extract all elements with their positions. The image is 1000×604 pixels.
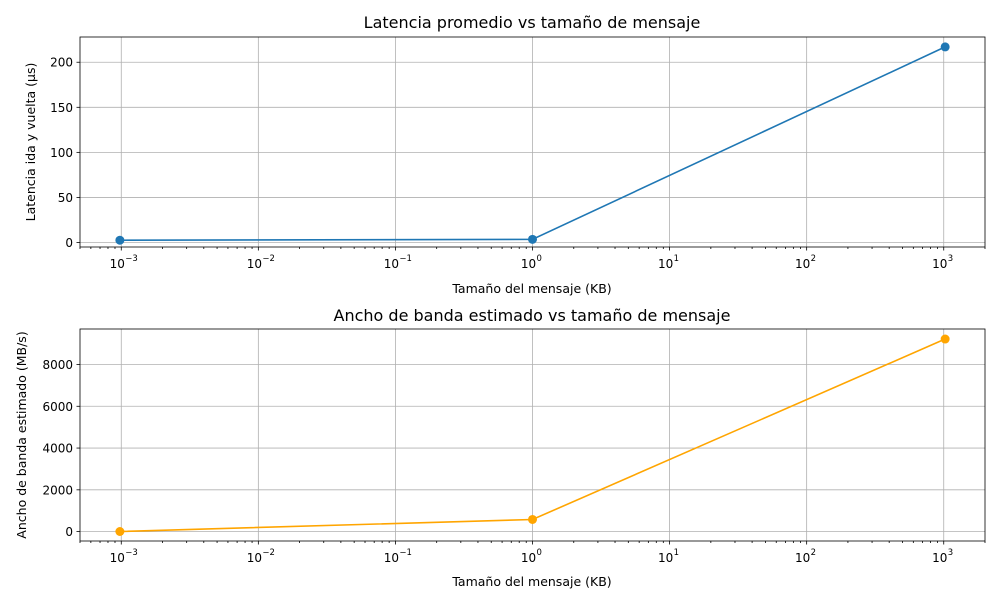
x-tick-exponent: −1 xyxy=(399,254,412,264)
x-tick-label: 10 xyxy=(384,551,399,565)
x-tick-exponent: 2 xyxy=(811,548,816,558)
y-axis-label: Latencia ida y vuelta (µs) xyxy=(23,63,38,222)
axes-frame xyxy=(79,36,986,248)
x-tick-label: 10 xyxy=(658,257,673,271)
x-tick-label: 10 xyxy=(110,551,125,565)
y-tick-label: 4000 xyxy=(42,442,73,456)
x-tick-label: 10 xyxy=(932,551,947,565)
x-axis-label: Tamaño del mensaje (KB) xyxy=(451,574,611,589)
latency-chart: Latencia promedio vs tamaño de mensaje T… xyxy=(23,13,986,296)
x-tick-label: 10 xyxy=(795,551,810,565)
x-tick-exponent: 2 xyxy=(811,254,816,264)
y-tick-label: 6000 xyxy=(42,400,73,414)
chart-title: Latencia promedio vs tamaño de mensaje xyxy=(364,13,701,32)
x-tick-label: 10 xyxy=(521,257,536,271)
x-axis-label: Tamaño del mensaje (KB) xyxy=(451,281,611,296)
y-tick-label: 200 xyxy=(50,56,73,70)
y-tick-label: 0 xyxy=(65,525,73,539)
chart-title: Ancho de banda estimado vs tamaño de men… xyxy=(334,306,731,325)
data-point xyxy=(528,514,537,524)
x-tick-exponent: 0 xyxy=(537,548,542,558)
y-tick-label: 50 xyxy=(58,191,73,205)
x-tick-exponent: −3 xyxy=(125,548,138,558)
x-tick-label: 10 xyxy=(658,551,673,565)
y-tick-label: 8000 xyxy=(42,358,73,372)
x-tick-label: 10 xyxy=(110,257,125,271)
x-tick-exponent: −2 xyxy=(262,254,275,264)
x-tick-exponent: −3 xyxy=(125,254,138,264)
x-tick-exponent: −2 xyxy=(262,548,275,558)
y-tick-label: 0 xyxy=(65,236,73,250)
x-tick-label: 10 xyxy=(521,551,536,565)
y-axis-label: Ancho de banda estimado (MB/s) xyxy=(14,331,29,538)
data-point xyxy=(528,234,537,244)
bandwidth-chart: Ancho de banda estimado vs tamaño de men… xyxy=(14,306,986,589)
plot-area: 10 −3 10 −2 10 −1 10 0 10 1 10 2 10 30200040006000800… xyxy=(42,328,986,565)
x-tick-label: 10 xyxy=(384,257,399,271)
y-tick-label: 150 xyxy=(50,101,73,115)
y-tick-label: 2000 xyxy=(42,483,73,497)
x-tick-exponent: 3 xyxy=(948,254,953,264)
data-point xyxy=(115,526,125,536)
x-tick-exponent: 1 xyxy=(674,254,679,264)
data-point xyxy=(940,334,950,344)
x-tick-label: 10 xyxy=(247,551,262,565)
x-tick-label: 10 xyxy=(247,257,262,271)
x-tick-exponent: 0 xyxy=(537,254,542,264)
data-point xyxy=(115,235,125,245)
x-tick-label: 10 xyxy=(932,257,947,271)
y-tick-label: 100 xyxy=(50,146,73,160)
axes-frame xyxy=(79,328,986,542)
x-tick-exponent: 3 xyxy=(948,548,953,558)
x-tick-label: 10 xyxy=(795,257,810,271)
x-tick-exponent: 1 xyxy=(674,548,679,558)
x-tick-exponent: −1 xyxy=(399,548,412,558)
data-point xyxy=(940,42,950,52)
